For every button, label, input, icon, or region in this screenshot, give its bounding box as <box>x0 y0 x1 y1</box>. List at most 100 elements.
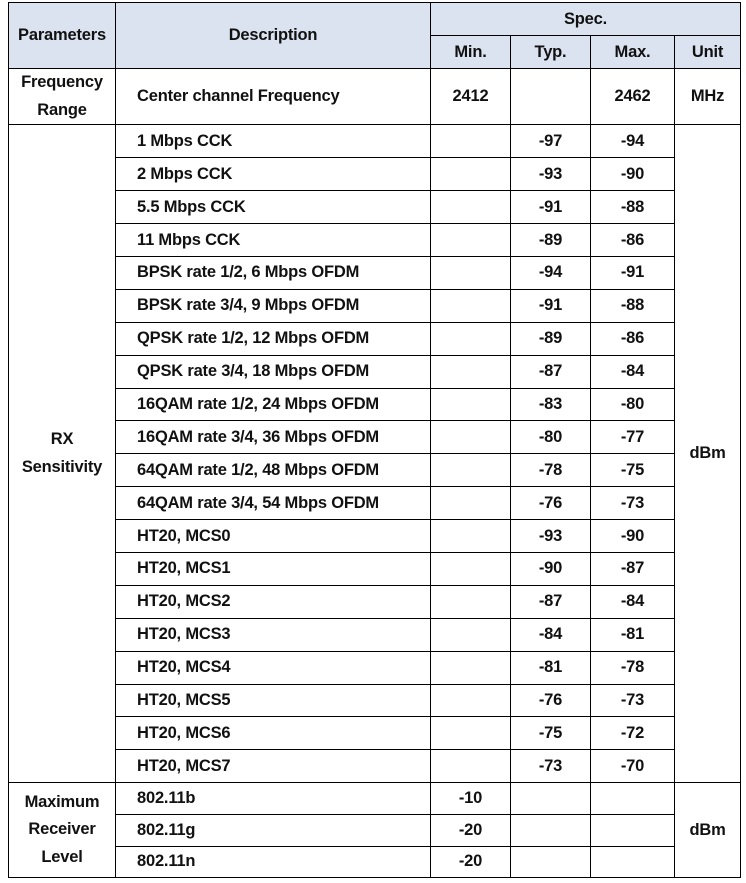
max-cell: -75 <box>590 453 675 488</box>
description-cell: HT20, MCS4 <box>115 650 431 685</box>
max-cell: -78 <box>590 650 675 685</box>
typ-cell: -84 <box>510 617 591 652</box>
unit-cell: dBm <box>673 124 742 784</box>
min-cell <box>430 420 511 455</box>
parameter-line: Frequency <box>21 73 103 91</box>
typ-cell: -93 <box>510 519 591 553</box>
max-cell: -72 <box>590 716 675 751</box>
header-spec: Spec. <box>429 2 742 36</box>
spec-table: Parameters Description Spec. Min. Typ. M… <box>8 2 742 879</box>
table-row: HT20, MCS4 -81 -78 <box>9 650 741 685</box>
min-cell <box>430 321 511 356</box>
typ-cell: -83 <box>510 387 591 422</box>
table-body: Frequency Range Center channel Frequency 24… <box>8 67 742 879</box>
header-row-2: Min. Typ. Max. Unit <box>9 35 742 69</box>
description-cell: HT20, MCS7 <box>115 749 431 784</box>
unit-cell: MHz <box>673 67 742 126</box>
table-row: 16QAM rate 1/2, 24 Mbps OFDM -83 -80 <box>9 387 741 422</box>
description-cell: HT20, MCS5 <box>115 683 431 718</box>
min-cell <box>430 157 511 192</box>
min-cell: -20 <box>430 813 511 847</box>
min-cell <box>430 716 511 751</box>
parameter-line: Receiver <box>28 820 96 839</box>
table-row: BPSK rate 3/4, 9 Mbps OFDM -91 -88 <box>9 288 741 323</box>
table-row: 5.5 Mbps CCK -91 -88 <box>9 190 741 225</box>
table-row: QPSK rate 3/4, 18 Mbps OFDM -87 -84 <box>9 354 741 389</box>
min-cell <box>430 486 511 521</box>
description-cell: 64QAM rate 1/2, 48 Mbps OFDM <box>115 453 431 488</box>
table-row: HT20, MCS2 -87 -84 <box>9 584 741 619</box>
description-cell: HT20, MCS3 <box>115 617 431 652</box>
max-cell: -91 <box>590 255 675 290</box>
description-cell: BPSK rate 1/2, 6 Mbps OFDM <box>115 255 431 290</box>
table-row: 11 Mbps CCK -89 -86 <box>9 223 741 257</box>
max-cell: -81 <box>590 617 675 652</box>
table-row: HT20, MCS0 -93 -90 <box>9 519 741 553</box>
max-cell: -84 <box>590 354 675 389</box>
typ-cell <box>510 782 591 815</box>
header-unit: Unit <box>673 35 742 69</box>
table-row: HT20, MCS1 -90 -87 <box>9 551 741 586</box>
table-row: 64QAM rate 1/2, 48 Mbps OFDM -78 -75 <box>9 453 741 488</box>
description-cell: QPSK rate 1/2, 12 Mbps OFDM <box>115 321 431 356</box>
max-cell: -88 <box>590 288 675 323</box>
min-cell <box>430 749 511 784</box>
unit-cell: dBm <box>673 782 742 879</box>
min-cell <box>430 617 511 652</box>
max-cell: 2462 <box>590 67 675 126</box>
typ-cell: -89 <box>510 223 591 257</box>
parameter-line: Level <box>41 848 83 867</box>
description-cell: HT20, MCS6 <box>115 716 431 751</box>
typ-cell: -89 <box>510 321 591 356</box>
max-cell <box>590 782 675 815</box>
header-max: Max. <box>590 35 675 69</box>
max-cell: -94 <box>590 124 675 159</box>
table-header: Parameters Description Spec. Min. Typ. M… <box>8 2 742 69</box>
spec-table-container: Parameters Description Spec. Min. Typ. M… <box>8 2 742 879</box>
max-cell: -88 <box>590 190 675 225</box>
max-cell <box>590 813 675 847</box>
max-cell: -87 <box>590 551 675 586</box>
min-cell: -20 <box>430 845 511 879</box>
typ-cell: -81 <box>510 650 591 685</box>
description-cell: HT20, MCS2 <box>115 584 431 619</box>
max-cell: -86 <box>590 223 675 257</box>
min-cell <box>430 190 511 225</box>
description-cell: BPSK rate 3/4, 9 Mbps OFDM <box>115 288 431 323</box>
header-description: Description <box>115 2 431 69</box>
min-cell <box>430 551 511 586</box>
parameter-cell: Maximum Receiver Level <box>8 782 116 879</box>
typ-cell <box>510 845 591 879</box>
typ-cell: -87 <box>510 584 591 619</box>
max-cell: -84 <box>590 584 675 619</box>
header-row-1: Parameters Description Spec. <box>8 2 742 69</box>
description-cell: 16QAM rate 3/4, 36 Mbps OFDM <box>115 420 431 455</box>
header-parameters: Parameters <box>8 2 116 69</box>
description-cell: 16QAM rate 1/2, 24 Mbps OFDM <box>115 387 431 422</box>
min-cell <box>430 354 511 389</box>
table-row: HT20, MCS3 -84 -81 <box>9 617 741 652</box>
table-row: HT20, MCS6 -75 -72 <box>9 716 741 751</box>
description-cell: 802.11b <box>115 782 431 815</box>
table-row: 2 Mbps CCK -93 -90 <box>9 157 741 192</box>
table-row: 802.11n -20 <box>9 845 741 879</box>
description-cell: 5.5 Mbps CCK <box>115 190 431 225</box>
description-cell: 11 Mbps CCK <box>115 223 431 257</box>
min-cell <box>430 453 511 488</box>
typ-cell: -76 <box>510 683 591 718</box>
table-row: 64QAM rate 3/4, 54 Mbps OFDM -76 -73 <box>9 486 741 521</box>
table-row: 16QAM rate 3/4, 36 Mbps OFDM -80 -77 <box>9 420 741 455</box>
table-row: Maximum Receiver Level 802.11b -10 dBm <box>8 782 742 879</box>
table-row: HT20, MCS5 -76 -73 <box>9 683 741 718</box>
min-cell <box>430 683 511 718</box>
max-cell: -73 <box>590 486 675 521</box>
header-typ: Typ. <box>510 35 591 69</box>
description-cell: 2 Mbps CCK <box>115 157 431 192</box>
max-cell: -70 <box>590 749 675 784</box>
description-cell: 802.11n <box>115 845 431 879</box>
max-cell <box>590 845 675 879</box>
description-cell: QPSK rate 3/4, 18 Mbps OFDM <box>115 354 431 389</box>
max-cell: -73 <box>590 683 675 718</box>
parameter-line: Sensitivity <box>21 457 103 476</box>
parameter-cell: Frequency Range <box>8 67 116 126</box>
